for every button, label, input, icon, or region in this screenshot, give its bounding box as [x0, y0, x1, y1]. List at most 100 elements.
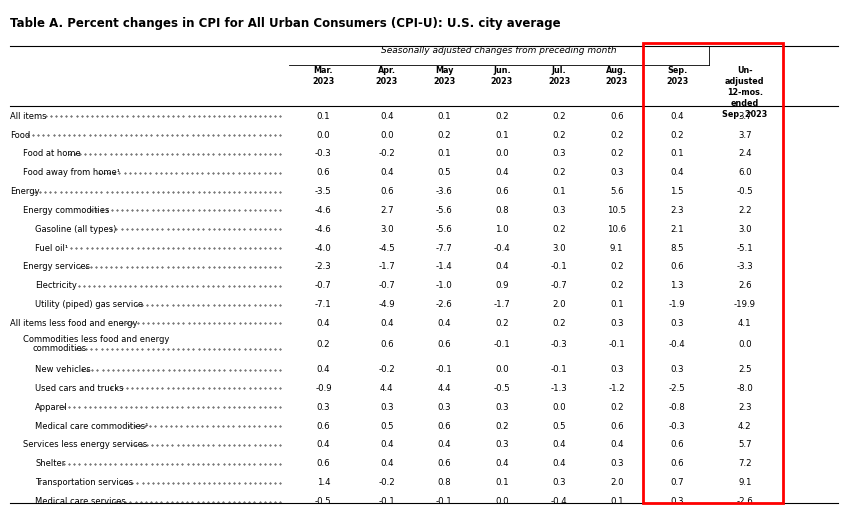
- Text: 2.3: 2.3: [670, 206, 684, 215]
- Text: -5.1: -5.1: [736, 244, 753, 252]
- Text: 0.4: 0.4: [610, 440, 623, 450]
- Text: -1.0: -1.0: [436, 281, 453, 290]
- Text: 0.6: 0.6: [610, 422, 623, 431]
- Text: 0.3: 0.3: [552, 150, 566, 158]
- Text: -8.0: -8.0: [736, 384, 753, 393]
- Text: 0.2: 0.2: [316, 339, 330, 349]
- Text: 0.3: 0.3: [610, 168, 623, 177]
- Text: 0.2: 0.2: [495, 319, 509, 328]
- Text: 0.2: 0.2: [610, 403, 623, 412]
- Text: -1.4: -1.4: [436, 263, 453, 271]
- Text: 0.9: 0.9: [495, 281, 509, 290]
- Text: 0.4: 0.4: [380, 459, 393, 468]
- Text: Seasonally adjusted changes from preceding month: Seasonally adjusted changes from precedi…: [381, 46, 616, 55]
- Text: 0.1: 0.1: [495, 131, 509, 140]
- Text: 0.1: 0.1: [438, 112, 451, 121]
- Text: 0.6: 0.6: [438, 339, 451, 349]
- Text: -1.2: -1.2: [608, 384, 625, 393]
- Text: Un-
adjusted
12-mos.
ended
Sep. 2023: Un- adjusted 12-mos. ended Sep. 2023: [722, 66, 767, 119]
- Text: 0.2: 0.2: [552, 319, 566, 328]
- Text: Food away from home¹: Food away from home¹: [23, 168, 120, 177]
- Text: -0.1: -0.1: [378, 497, 395, 506]
- Text: -0.1: -0.1: [608, 339, 625, 349]
- Text: -0.1: -0.1: [551, 263, 567, 271]
- Text: Medical care commodities¹: Medical care commodities¹: [36, 422, 148, 431]
- Text: 0.2: 0.2: [438, 131, 451, 140]
- Text: 0.6: 0.6: [670, 440, 684, 450]
- Text: -1.7: -1.7: [378, 263, 395, 271]
- Text: 0.6: 0.6: [610, 112, 623, 121]
- Text: 0.3: 0.3: [495, 440, 509, 450]
- Text: 6.0: 6.0: [738, 168, 751, 177]
- Text: -0.8: -0.8: [669, 403, 685, 412]
- Text: -0.7: -0.7: [551, 281, 567, 290]
- Text: -3.6: -3.6: [436, 187, 453, 196]
- Text: 3.7: 3.7: [738, 112, 751, 121]
- Text: 1.3: 1.3: [670, 281, 684, 290]
- Text: 0.2: 0.2: [670, 131, 684, 140]
- Text: -1.9: -1.9: [669, 300, 685, 309]
- Text: -0.2: -0.2: [378, 150, 395, 158]
- Text: Gasoline (all types): Gasoline (all types): [36, 225, 116, 234]
- Text: 0.0: 0.0: [316, 131, 330, 140]
- Text: 0.6: 0.6: [380, 339, 393, 349]
- Text: -0.1: -0.1: [494, 339, 510, 349]
- Text: 2.4: 2.4: [738, 150, 751, 158]
- Text: 4.1: 4.1: [738, 319, 751, 328]
- Text: 0.4: 0.4: [380, 440, 393, 450]
- Text: Medical care services: Medical care services: [36, 497, 126, 506]
- Text: 0.2: 0.2: [610, 281, 623, 290]
- Text: 3.7: 3.7: [738, 131, 751, 140]
- Text: 5.7: 5.7: [738, 440, 751, 450]
- Text: 5.6: 5.6: [610, 187, 623, 196]
- Text: 0.2: 0.2: [552, 112, 566, 121]
- Text: 4.2: 4.2: [738, 422, 751, 431]
- Text: 2.7: 2.7: [380, 206, 393, 215]
- Text: 0.5: 0.5: [552, 422, 566, 431]
- Text: 0.3: 0.3: [552, 206, 566, 215]
- Text: 0.4: 0.4: [380, 319, 393, 328]
- Text: 2.5: 2.5: [738, 365, 751, 374]
- Text: 0.2: 0.2: [495, 422, 509, 431]
- Text: Sep.
2023: Sep. 2023: [666, 66, 689, 86]
- Text: -0.4: -0.4: [551, 497, 567, 506]
- Text: 0.6: 0.6: [380, 187, 393, 196]
- Text: 0.1: 0.1: [495, 478, 509, 487]
- Text: 7.2: 7.2: [738, 459, 751, 468]
- Text: Energy: Energy: [10, 187, 40, 196]
- Text: 0.3: 0.3: [670, 365, 684, 374]
- Text: commodities: commodities: [33, 345, 86, 353]
- Text: -4.6: -4.6: [315, 225, 332, 234]
- Text: 0.3: 0.3: [438, 403, 451, 412]
- Text: 0.3: 0.3: [670, 497, 684, 506]
- Text: 0.5: 0.5: [438, 168, 451, 177]
- Text: 0.3: 0.3: [670, 319, 684, 328]
- Text: 0.3: 0.3: [610, 459, 623, 468]
- Text: Shelter: Shelter: [36, 459, 65, 468]
- Text: Jun.
2023: Jun. 2023: [491, 66, 513, 86]
- Text: 4.4: 4.4: [438, 384, 451, 393]
- Text: 1.0: 1.0: [495, 225, 509, 234]
- Text: Table A. Percent changes in CPI for All Urban Consumers (CPI-U): U.S. city avera: Table A. Percent changes in CPI for All …: [10, 17, 561, 30]
- Text: 0.6: 0.6: [495, 187, 509, 196]
- Bar: [643, 43, 784, 503]
- Text: 0.8: 0.8: [495, 206, 509, 215]
- Text: Services less energy services: Services less energy services: [23, 440, 147, 450]
- Text: 0.2: 0.2: [495, 112, 509, 121]
- Text: Fuel oil¹: Fuel oil¹: [36, 244, 69, 252]
- Text: -0.5: -0.5: [736, 187, 753, 196]
- Text: 0.2: 0.2: [610, 150, 623, 158]
- Text: -0.1: -0.1: [436, 365, 453, 374]
- Text: 1.4: 1.4: [316, 478, 330, 487]
- Text: -0.4: -0.4: [669, 339, 685, 349]
- Text: 0.4: 0.4: [438, 440, 451, 450]
- Text: 0.4: 0.4: [380, 168, 393, 177]
- Text: 3.0: 3.0: [380, 225, 393, 234]
- Text: 0.1: 0.1: [610, 300, 623, 309]
- Text: 0.6: 0.6: [316, 422, 330, 431]
- Text: 0.3: 0.3: [552, 478, 566, 487]
- Text: Mar.
2023: Mar. 2023: [312, 66, 335, 86]
- Text: 0.1: 0.1: [610, 497, 623, 506]
- Text: -3.3: -3.3: [736, 263, 753, 271]
- Text: 0.4: 0.4: [316, 365, 330, 374]
